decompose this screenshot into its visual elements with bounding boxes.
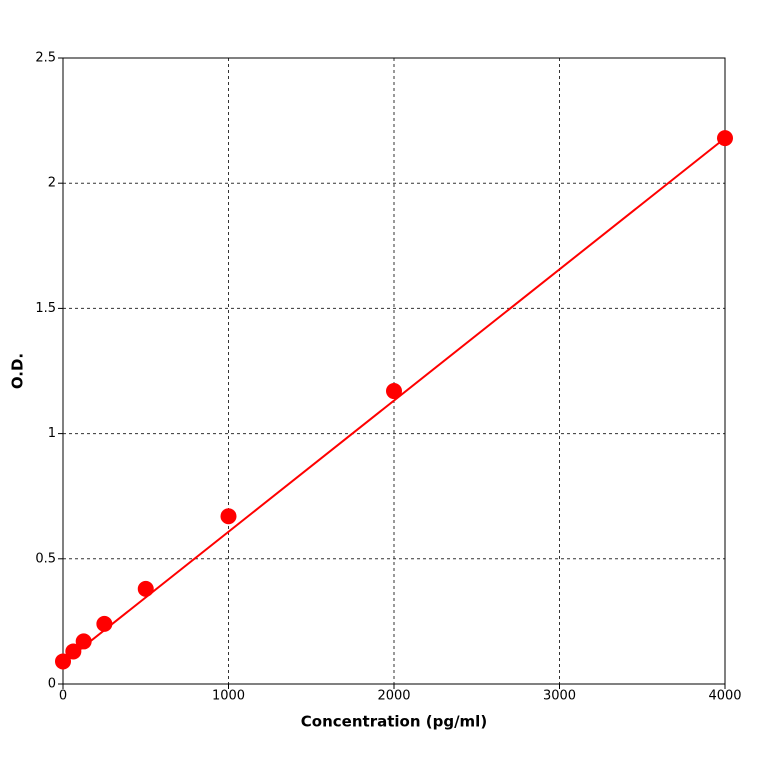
x-tick-label: 2000 xyxy=(377,689,410,704)
data-point xyxy=(55,653,71,670)
y-tick-label: 1 xyxy=(48,426,56,441)
fit-line xyxy=(62,137,726,664)
x-tick-label: 1000 xyxy=(212,689,245,704)
data-point xyxy=(96,615,113,632)
data-point xyxy=(386,383,402,400)
y-tick-label: 2 xyxy=(48,176,56,191)
y-axis-label: O.D. xyxy=(9,353,27,389)
x-tick-label: 0 xyxy=(59,689,67,704)
y-tick-label: 0.5 xyxy=(35,551,56,566)
data-point xyxy=(220,508,237,525)
y-tick-label: 0 xyxy=(48,677,56,692)
data-point xyxy=(717,130,733,147)
data-point xyxy=(75,633,92,650)
x-tick-label: 3000 xyxy=(543,689,576,704)
plot-border xyxy=(62,57,726,685)
x-axis-label: Concentration (pg/ml) xyxy=(301,713,487,731)
y-tick-label: 1.5 xyxy=(35,301,56,316)
data-point xyxy=(65,643,82,660)
data-point xyxy=(137,580,154,597)
x-tick-label: 4000 xyxy=(708,689,741,704)
y-tick-label: 2.5 xyxy=(35,51,56,66)
